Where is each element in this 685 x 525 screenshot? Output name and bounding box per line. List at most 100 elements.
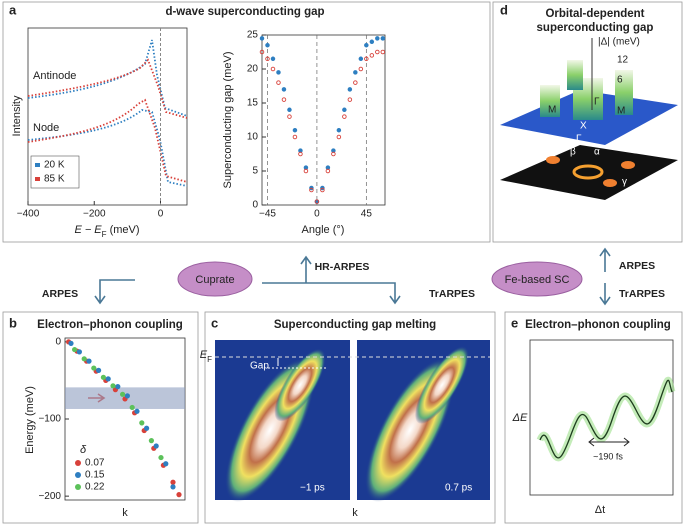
- data-point: [347, 97, 353, 102]
- arrow-label: ARPES: [619, 260, 655, 272]
- frame-label: −1 ps: [300, 483, 325, 494]
- period-label: ~190 fs: [593, 451, 623, 461]
- data-point: [96, 367, 102, 373]
- panel-a-box: [2, 1, 491, 243]
- y-tick-label: 5: [252, 166, 258, 177]
- x-tick-label: 45: [361, 209, 373, 220]
- data-point: [76, 349, 82, 355]
- legend-label: 20 K: [44, 160, 65, 171]
- band-intensity: [414, 346, 470, 424]
- data-point: [170, 479, 176, 485]
- point-label: X: [580, 121, 587, 132]
- axis-label: |Δ| (meV): [598, 37, 640, 48]
- x-axis-label: k: [122, 507, 128, 519]
- x-tick-label: −200: [83, 209, 106, 220]
- panel-title: Electron–phonon coupling: [525, 319, 671, 331]
- panel-title: superconducting gap: [537, 22, 654, 34]
- data-point: [265, 42, 270, 48]
- pocket-label: β: [570, 147, 576, 158]
- period-arrow: [588, 437, 630, 447]
- data-point: [100, 374, 106, 380]
- data-point: [265, 56, 270, 62]
- fermi-label: EF: [200, 349, 212, 364]
- arrow: [599, 247, 611, 272]
- data-point: [347, 87, 353, 92]
- data-point: [276, 80, 281, 85]
- data-point: [325, 168, 331, 174]
- node-label: Cuprate: [195, 274, 234, 286]
- panel-label: a: [9, 2, 17, 17]
- data-point: [158, 454, 164, 461]
- band-intensity: [274, 348, 326, 422]
- gap-cylinder: [540, 85, 560, 117]
- legend-label: 0.15: [85, 470, 105, 481]
- y-tick-label: −100: [38, 414, 61, 425]
- data-point: [68, 340, 74, 346]
- curve-label: Node: [33, 122, 59, 134]
- arrow-label: ARPES: [42, 288, 78, 300]
- axis-tick: 6: [617, 75, 623, 86]
- legend-swatch: [75, 472, 81, 478]
- pocket: [621, 161, 635, 169]
- x-tick-label: −400: [17, 209, 40, 220]
- data-point: [115, 384, 121, 390]
- arrow: [300, 255, 312, 283]
- y-axis-label: Energy (meV): [24, 386, 36, 454]
- pocket-label: γ: [622, 177, 627, 188]
- data-point: [353, 70, 358, 75]
- node-label: Fe-based SC: [505, 274, 570, 286]
- panel-title: d-wave superconducting gap: [165, 6, 324, 18]
- y-tick-label: 25: [247, 30, 259, 41]
- y-tick-label: −200: [38, 491, 61, 502]
- data-point: [380, 49, 386, 55]
- oscillation-fit: [539, 379, 673, 459]
- x-axis-label: E − EF (meV): [74, 224, 139, 239]
- data-point: [364, 42, 369, 48]
- data-point: [270, 66, 276, 72]
- data-point: [270, 56, 276, 62]
- arrow: [599, 283, 611, 306]
- data-point: [91, 365, 97, 371]
- y-tick-label: 20: [247, 64, 259, 75]
- data-point: [124, 393, 130, 399]
- pocket: [603, 179, 617, 187]
- legend-label: 0.07: [85, 458, 105, 469]
- spectrum-curve: [27, 98, 188, 183]
- data-point: [153, 443, 159, 449]
- legend-swatch: [75, 484, 81, 490]
- y-tick-label: 10: [247, 132, 259, 143]
- point-label: M: [617, 106, 625, 117]
- panel-b-box: [2, 311, 199, 524]
- data-point: [281, 97, 287, 102]
- panel-label: e: [511, 315, 518, 330]
- y-axis-label: ΔE: [512, 412, 528, 424]
- panel-label: c: [211, 315, 218, 330]
- data-point: [287, 107, 292, 113]
- curve-label: Antinode: [33, 70, 76, 82]
- data-point: [120, 391, 126, 397]
- legend-swatch: [35, 163, 40, 167]
- node: [177, 261, 253, 297]
- data-point: [358, 66, 364, 72]
- gap-cylinder: [615, 70, 633, 115]
- data-point: [358, 56, 364, 62]
- label-part: E: [200, 349, 208, 361]
- pocket-label: α: [594, 147, 600, 158]
- data-point: [139, 420, 145, 426]
- axis-tick: 12: [617, 55, 629, 66]
- legend-title: δ: [80, 444, 87, 456]
- x-tick-label: −45: [259, 209, 276, 220]
- panel-label: d: [500, 2, 508, 17]
- legend-label: 0.22: [85, 482, 105, 493]
- spectrum-curve: [27, 58, 188, 119]
- legend-swatch: [35, 177, 40, 181]
- data-point: [331, 151, 336, 157]
- data-point: [81, 356, 87, 362]
- frame-label: 0.7 ps: [445, 483, 472, 494]
- data-point: [176, 492, 182, 498]
- y-axis-label: Superconducting gap (meV): [222, 52, 234, 189]
- data-point: [148, 438, 154, 444]
- x-tick-label: 0: [314, 209, 320, 220]
- data-point: [369, 53, 375, 58]
